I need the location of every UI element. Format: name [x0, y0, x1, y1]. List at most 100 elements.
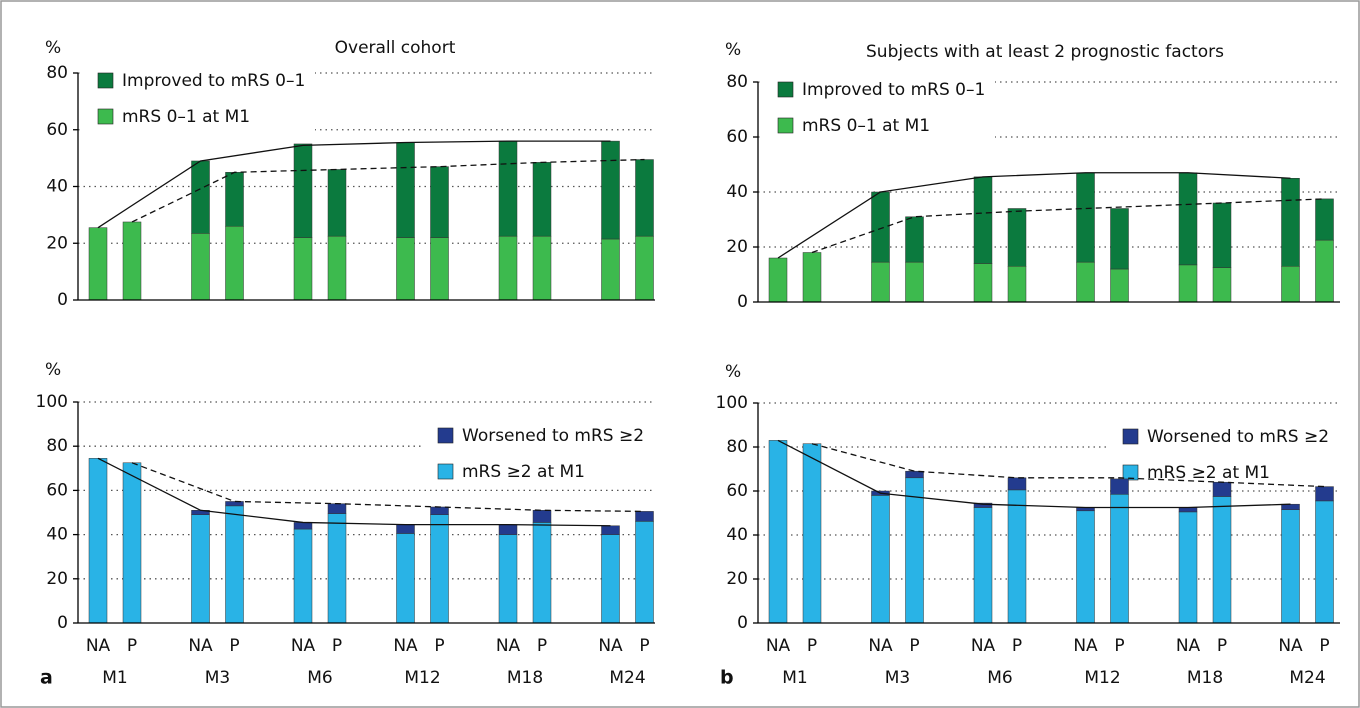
y-tick-label: 0 — [57, 613, 68, 633]
bar-segment — [430, 514, 449, 624]
y-tick-label: 80 — [726, 437, 748, 457]
trend-line — [97, 140, 611, 229]
bar-segment — [635, 521, 654, 624]
bar-segment — [532, 235, 552, 301]
x-tick-label: NA — [868, 636, 893, 656]
bar-segment — [430, 166, 449, 238]
group-label: M24 — [609, 668, 645, 688]
bar-segment — [191, 160, 210, 234]
bar-segment — [1110, 268, 1129, 303]
y-tick-label: 0 — [737, 613, 748, 633]
x-tick-label: P — [127, 636, 137, 656]
bar-segment — [498, 140, 518, 237]
x-tick-label: NA — [1073, 636, 1098, 656]
bar-segment — [1212, 496, 1232, 624]
x-tick-label: P — [909, 636, 919, 656]
group-label: M6 — [307, 668, 332, 688]
y-tick-label: 20 — [46, 569, 68, 589]
bar-segment — [225, 172, 244, 227]
bar-segment — [1178, 172, 1198, 266]
legend-label: Worsened to mRS ≥2 — [1147, 427, 1329, 447]
bar-segment — [191, 233, 210, 301]
y-tick-label: 20 — [46, 233, 68, 253]
bar-segment — [905, 470, 924, 479]
bar-segment — [122, 221, 142, 301]
bar-segment — [396, 142, 415, 238]
bar-segment — [635, 159, 654, 237]
bar-segment — [225, 505, 244, 624]
x-tick-label: NA — [1176, 636, 1201, 656]
x-tick-label: P — [434, 636, 444, 656]
trend-line — [811, 198, 1325, 254]
x-tick-label: NA — [291, 636, 316, 656]
bar-segment — [601, 534, 620, 624]
bar-segment — [905, 477, 924, 624]
trend-line — [777, 172, 1291, 259]
bar-segment — [1110, 208, 1129, 270]
x-tick-label: NA — [1278, 636, 1303, 656]
bar-segment — [327, 235, 347, 301]
panel-label: b — [720, 667, 734, 689]
bar-segment — [973, 502, 993, 508]
bar-segment — [532, 162, 552, 237]
legend-label: Improved to mRS 0–1 — [802, 80, 985, 100]
bar-segment — [191, 514, 210, 624]
bar-segment — [1178, 511, 1198, 624]
legend-swatch — [777, 117, 794, 134]
bar-segment — [802, 252, 822, 303]
y-tick-label: 20 — [726, 569, 748, 589]
bar-segment — [1007, 489, 1027, 624]
bar-segment — [430, 506, 449, 515]
legend-swatch — [777, 81, 794, 98]
bar-segment — [905, 261, 924, 303]
bar-segment — [327, 503, 347, 514]
bar-segment — [293, 528, 313, 624]
x-tick-label: P — [807, 636, 817, 656]
bar-segment — [871, 261, 890, 303]
trend-line — [131, 462, 645, 513]
group-label: M24 — [1289, 668, 1325, 688]
bar-segment — [225, 501, 244, 507]
group-label: M18 — [507, 668, 543, 688]
x-tick-label: P — [1217, 636, 1227, 656]
bar-segment — [1076, 510, 1095, 624]
bar-segment — [1281, 178, 1300, 267]
bar-segment — [1281, 509, 1300, 624]
y-tick-label: 80 — [726, 72, 748, 92]
bar-segment — [1007, 266, 1027, 303]
bar-segment — [498, 235, 518, 301]
bar-segment — [1178, 264, 1198, 303]
x-tick-label: P — [332, 636, 342, 656]
group-label: M3 — [885, 668, 910, 688]
bar-segment — [1076, 172, 1095, 263]
bar-segment — [396, 524, 415, 534]
bar-segment — [498, 534, 518, 624]
y-axis-label: % — [45, 360, 61, 380]
x-tick-label: NA — [598, 636, 623, 656]
legend-background — [763, 70, 995, 142]
y-tick-label: 0 — [57, 290, 68, 310]
y-axis-label: % — [725, 40, 741, 60]
y-tick-label: 60 — [46, 480, 68, 500]
bar-segment — [1315, 486, 1334, 502]
y-tick-label: 40 — [726, 182, 748, 202]
legend-swatch — [1122, 428, 1139, 445]
bar-segment — [1007, 477, 1027, 491]
bar-segment — [1315, 500, 1334, 624]
group-label: M1 — [102, 668, 127, 688]
bar-segment — [396, 237, 415, 301]
trend-line — [777, 439, 1291, 509]
y-tick-label: 40 — [46, 525, 68, 545]
bar-segment — [1212, 481, 1232, 497]
y-tick-label: 0 — [737, 292, 748, 312]
y-tick-label: 80 — [46, 436, 68, 456]
group-label: M1 — [782, 668, 807, 688]
bar-segment — [1110, 478, 1129, 495]
bar-segment — [498, 524, 518, 535]
bar-segment — [1076, 261, 1095, 303]
legend-swatch — [1122, 464, 1139, 481]
bar-segment — [1212, 267, 1232, 303]
chart-title: Overall cohort — [335, 38, 456, 58]
bar-segment — [88, 227, 108, 301]
